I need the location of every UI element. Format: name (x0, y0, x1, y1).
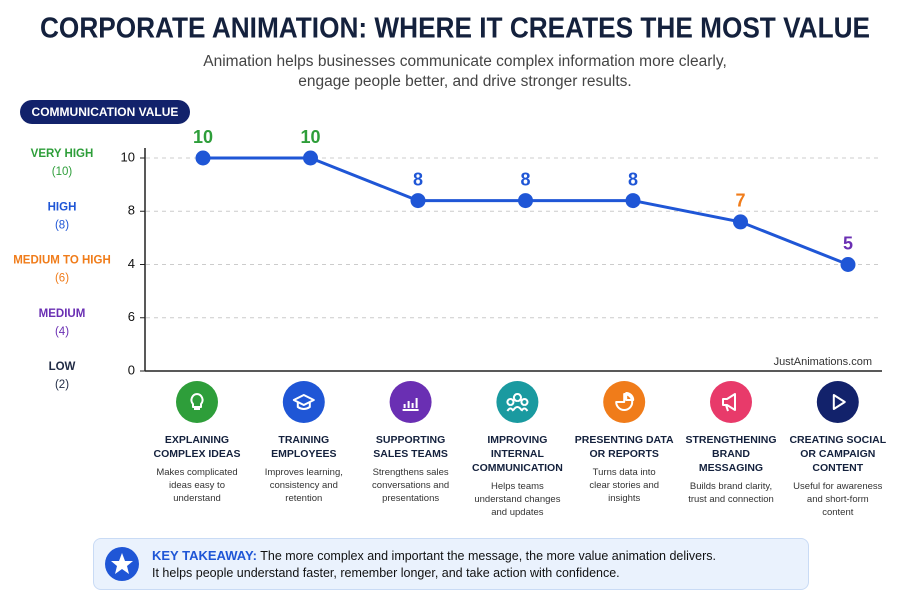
icon (722, 393, 736, 412)
y-axis-label: COMMUNICATION VALUE (32, 105, 179, 119)
takeaway-text: The more complex and important the messa… (260, 549, 717, 563)
level-score: (8) (55, 219, 69, 231)
level-label: HIGH (48, 201, 77, 213)
icon-circle (389, 381, 432, 423)
icon (402, 398, 419, 411)
card: TRAINING EMPLOYEES Improves learning, con… (245, 433, 363, 505)
card: PRESENTING DATA OR REPORTS Turns data int… (565, 433, 683, 505)
y-label-pill (20, 100, 190, 124)
card: CREATING SOCIAL OR CAMPAIGN CONTENT Usefu… (779, 433, 897, 519)
icon (190, 393, 204, 410)
level-score: (2) (55, 379, 69, 391)
data-label: 10 (193, 127, 213, 147)
card-title: EXPLAINING COMPLEX IDEAS (153, 434, 241, 460)
data-label: 7 (735, 191, 745, 211)
subtitle: Animation helps businesses communicate c… (203, 53, 727, 70)
data-label: 8 (413, 169, 423, 189)
card-title: SUPPORTING SALES TEAMS (373, 434, 448, 460)
point (733, 214, 748, 230)
takeaway-box: KEY TAKEAWAY: The more complex and impor… (93, 538, 809, 590)
icon (615, 392, 635, 411)
level-score: (4) (55, 326, 69, 338)
data-label: 5 (843, 233, 853, 253)
takeaway-label: KEY TAKEAWAY: (152, 548, 257, 563)
level-score: (10) (52, 166, 73, 178)
watermark: JustAnimations.com (774, 356, 872, 368)
subtitle: engage people better, and drive stronger… (298, 73, 631, 90)
level-label: LOW (49, 361, 76, 373)
point (625, 193, 641, 209)
icon-circle (816, 381, 859, 423)
y-tick-label: 10 (121, 149, 135, 164)
chart-title: CORPORATE ANIMATION: WHERE IT CREATES TH… (40, 13, 870, 45)
icon (292, 394, 315, 410)
point (840, 257, 856, 272)
point (518, 193, 533, 209)
data-label: 10 (300, 127, 320, 147)
card-description: Makes complicated ideas easy to understa… (156, 467, 238, 504)
point (195, 150, 211, 166)
card-title: PRESENTING DATA OR REPORTS (574, 434, 674, 460)
card-description: Builds brand clarity, trust and connecti… (688, 481, 774, 505)
icon-circle (496, 381, 539, 423)
icon (506, 393, 529, 412)
card-description: Improves learning, consistency and reten… (264, 467, 343, 504)
y-tick-label: 4 (128, 256, 135, 271)
y-tick-label: 0 (128, 362, 135, 377)
icon-circle (710, 381, 752, 423)
takeaway-text: It helps people understand faster, remem… (152, 566, 620, 580)
level-score: (6) (55, 273, 69, 285)
card: EXPLAINING COMPLEX IDEAS Makes complicate… (138, 433, 256, 505)
level-label: MEDIUM TO HIGH (13, 255, 111, 267)
card-title: STRENGTHENING BRAND MESSAGING (685, 434, 777, 474)
icon-circle (176, 381, 218, 423)
level-label: VERY HIGH (31, 148, 94, 160)
card-description: Useful for awareness and short-form cont… (793, 481, 883, 518)
card-title: CREATING SOCIAL OR CAMPAIGN CONTENT (789, 434, 887, 474)
y-tick-label: 6 (128, 309, 135, 324)
card-description: Strengthens sales conversations and pres… (372, 467, 450, 504)
data-label: 8 (628, 169, 638, 189)
card-title: IMPROVING INTERNAL COMMUNICATION (471, 434, 563, 474)
icon-circle (282, 381, 325, 423)
card: STRENGTHENING BRAND MESSAGING Builds bran… (672, 433, 790, 506)
card-description: Turns data into clear stories and insigh… (589, 467, 660, 504)
point (303, 150, 318, 166)
data-label: 8 (520, 169, 530, 189)
card: SUPPORTING SALES TEAMS Strengthens sales … (352, 433, 470, 505)
point (410, 193, 426, 209)
card-description: Helps teams understand changes and updat… (474, 481, 561, 518)
icon (832, 394, 846, 410)
card: IMPROVING INTERNAL COMMUNICATION Helps te… (458, 433, 576, 519)
y-tick-label: 8 (128, 203, 135, 218)
level-label: MEDIUM (39, 308, 86, 320)
card-title: TRAINING EMPLOYEES (271, 434, 337, 460)
star-icon (105, 547, 139, 581)
